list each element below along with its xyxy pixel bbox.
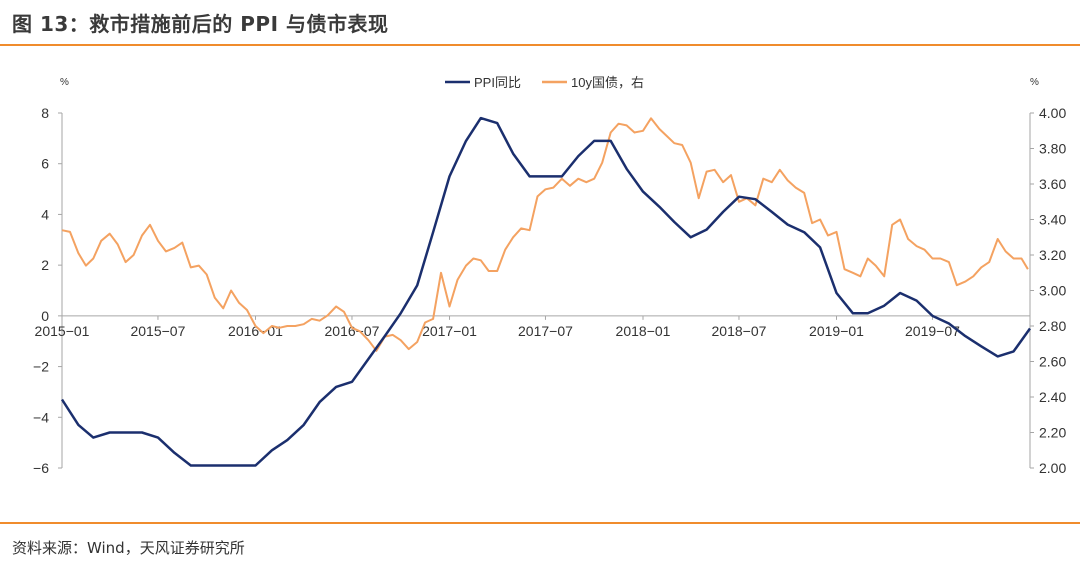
left-axis-tick-label: −4: [33, 409, 49, 425]
left-axis-tick-label: 4: [41, 206, 49, 222]
x-axis-tick-label: 2015−07: [130, 323, 185, 339]
right-axis-tick-label: 4.00: [1039, 105, 1066, 121]
x-axis-tick-label: 2016−07: [325, 323, 380, 339]
x-axis-tick-label: 2015−01: [35, 323, 90, 339]
right-axis-tick-label: 2.60: [1039, 354, 1066, 370]
left-axis-tick-label: 2: [41, 257, 49, 273]
x-axis-tick-label: 2018−07: [712, 323, 767, 339]
legend-label-yield: 10y国债，右: [571, 75, 644, 90]
left-axis-tick-label: −6: [33, 460, 49, 476]
right-axis-tick-label: 3.80: [1039, 141, 1066, 157]
right-axis-tick-label: 3.00: [1039, 283, 1066, 299]
left-axis-unit: %: [60, 77, 69, 88]
series-lines: [60, 116, 1032, 467]
source-note: 资料来源：Wind，天风证券研究所: [12, 539, 245, 557]
x-axis-tick-label: 2017−07: [518, 323, 573, 339]
right-axis-tick-label: 3.60: [1039, 176, 1066, 192]
x-axis-tick-label: 2019−07: [905, 323, 960, 339]
right-axis-tick-label: 2.40: [1039, 389, 1066, 405]
right-axis-tick-label: 3.40: [1039, 212, 1066, 228]
legend: PPI同比 10y国债，右: [445, 75, 644, 90]
left-axis-tick-label: 0: [41, 308, 49, 324]
top-divider: [0, 44, 1080, 46]
right-axis-tick-label: 2.80: [1039, 318, 1066, 334]
left-axis-tick-label: −2: [33, 359, 49, 375]
x-axis-tick-label: 2018−01: [616, 323, 671, 339]
right-axis-tick-label: 2.20: [1039, 425, 1066, 441]
x-axis-tick-label: 2019−01: [809, 323, 864, 339]
ppi-yoy-line: [60, 116, 1032, 467]
bottom-divider: [0, 522, 1080, 524]
left-axis-tick-label: 8: [41, 105, 49, 121]
right-axis-tick-label: 3.20: [1039, 247, 1066, 263]
axes: 8 6 4 2 0 −2 −4 −6 4.00 3.80 3.60 3.40 3.20 3.00 2.80 2…: [33, 105, 1066, 476]
left-axis-tick-label: 6: [41, 156, 49, 172]
x-axis-tick-label: 2017−01: [422, 323, 477, 339]
figure-title: 图 13：救市措施前后的 PPI 与债市表现: [12, 12, 389, 36]
right-axis-unit: %: [1030, 77, 1039, 88]
right-axis-tick-label: 2.00: [1039, 460, 1066, 476]
yield-10y-line: [61, 117, 1029, 352]
legend-label-ppi: PPI同比: [474, 75, 521, 90]
